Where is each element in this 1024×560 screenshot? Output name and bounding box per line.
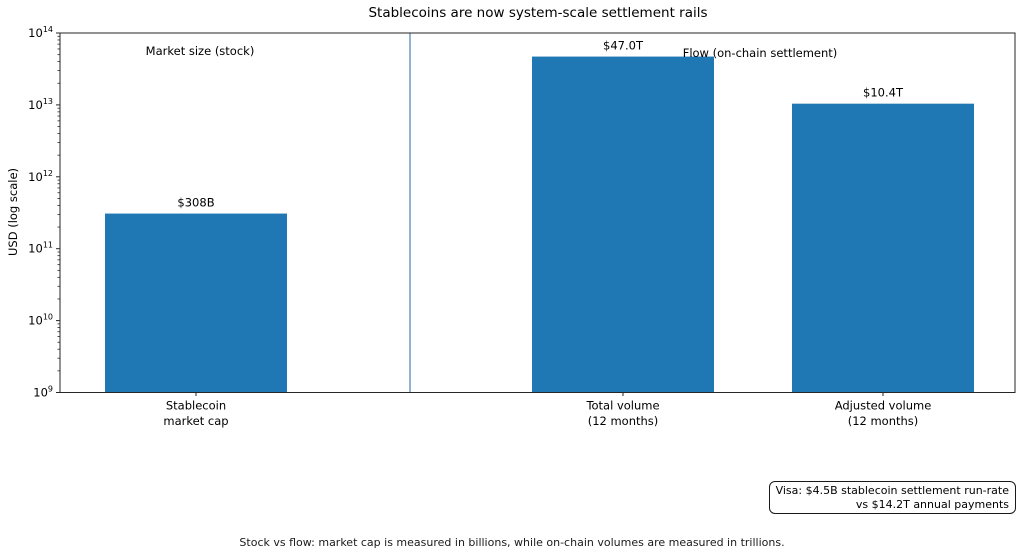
bar <box>792 103 974 393</box>
visa-note-box: Visa: $4.5B stablecoin settlement run-ra… <box>768 481 1016 514</box>
x-axis-tick-label: Stablecoin <box>166 399 226 413</box>
y-axis-tick-label: 1012 <box>28 169 53 184</box>
x-axis-tick-label: (12 months) <box>588 414 659 428</box>
bar-value-label: $10.4T <box>863 86 904 100</box>
x-axis-tick-label: Adjusted volume <box>835 399 932 413</box>
visa-note-line-2: vs $14.2T annual payments <box>855 497 1009 511</box>
x-axis-tick-label: (12 months) <box>848 414 919 428</box>
x-axis-tick-label: Total volume <box>585 399 659 413</box>
chart-title: Stablecoins are now system-scale settlem… <box>368 5 708 21</box>
x-axis-tick-label: market cap <box>163 414 228 428</box>
visa-note-line-1: Visa: $4.5B stablecoin settlement run-ra… <box>775 484 1009 497</box>
group-annotation-stock: Market size (stock) <box>145 44 255 58</box>
axes-frame <box>59 32 1016 393</box>
figure-caption: Stock vs flow: market cap is measured in… <box>239 536 785 549</box>
bar-value-label: $47.0T <box>603 39 644 53</box>
bar <box>532 56 714 393</box>
y-axis-tick-label: 109 <box>33 385 53 400</box>
y-axis-tick-label: 1010 <box>28 313 53 328</box>
bar-value-label: $308B <box>177 196 214 210</box>
y-axis-tick-label: 1011 <box>28 241 53 256</box>
bar <box>105 213 287 393</box>
group-annotation-flow: Flow (on-chain settlement) <box>682 46 838 60</box>
y-axis-label: USD (log scale) <box>6 167 20 257</box>
y-axis-tick-label: 1013 <box>28 97 53 112</box>
y-axis-tick-label: 1014 <box>28 25 53 40</box>
